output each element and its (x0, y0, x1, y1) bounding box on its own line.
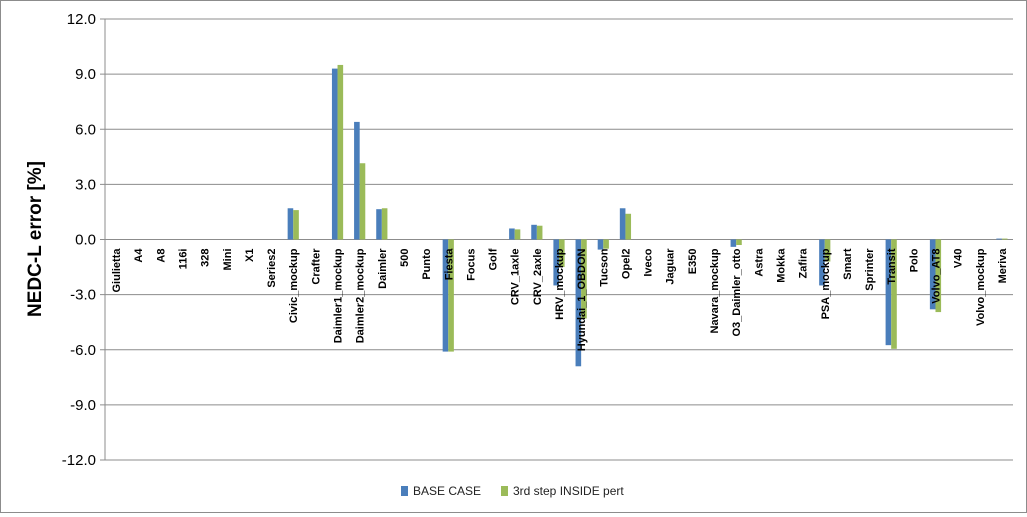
x-tick-label: Series2 (266, 249, 278, 288)
x-tick-label: Daimler1_mockup (333, 248, 345, 343)
x-tick-label: V40 (953, 249, 965, 269)
x-tick-label: Punto (421, 248, 433, 279)
x-tick-label: HRV_mockup (554, 248, 566, 320)
bar-base-case-daimler (376, 209, 382, 240)
bar-base-case-volvo_at8 (929, 239, 936, 310)
x-tick-label: A8 (155, 249, 167, 263)
x-tick-label: Volvo_AT8 (930, 249, 942, 304)
y-tick-label: -12.0 (62, 452, 96, 469)
bar-3rd-step-daimler2_mockup (359, 163, 366, 240)
x-axis-labels: Giulietta A4 A8 116i 328 Mini X1 Series2 Civic_m… (111, 248, 1009, 352)
x-tick-label: Tucson (598, 248, 610, 287)
x-tick-label: A4 (133, 248, 145, 263)
bar-3rd-step-civic_mockup (293, 210, 299, 240)
x-tick-label: Focus (465, 249, 477, 281)
y-tick-label: -3.0 (70, 287, 96, 304)
x-tick-label: Polo (908, 248, 920, 272)
y-tick-label: 12.0 (67, 11, 96, 28)
x-tick-label: CRV_2axle (532, 249, 544, 306)
x-tick-label: Civic_mockup (288, 248, 300, 323)
legend-label: BASE CASE (413, 484, 481, 498)
x-tick-label: Hyundai_1_OBDON (576, 248, 588, 351)
bar-base-case-civic_mockup (287, 208, 294, 240)
x-tick-label: X1 (244, 249, 256, 262)
x-tick-label: Astra (753, 248, 765, 277)
x-tick-label: Daimler (377, 248, 389, 289)
y-tick-label: 6.0 (75, 121, 96, 138)
bar-base-case-transit (885, 239, 892, 346)
bar-base-case-crv_1axle (509, 228, 515, 240)
x-tick-label: 116i (178, 249, 190, 270)
x-tick-label: Fiesta (443, 248, 455, 281)
x-tick-label: Giulietta (111, 248, 123, 293)
x-tick-label: Daimler2_mockup (355, 248, 367, 343)
bars (287, 64, 1008, 367)
x-tick-label: Transit (886, 248, 898, 284)
bar-base-case-o3_daimler_otto (730, 239, 737, 247)
bar-base-case-hyundai_1_obdon (575, 239, 582, 367)
x-tick-label: Meriva (997, 248, 1009, 284)
x-tick-label: Jaguar (665, 248, 677, 285)
bar-base-case-daimler2_mockup (354, 121, 360, 240)
x-tick-label: 500 (399, 249, 411, 267)
bar-3rd-step-daimler1_mockup (337, 64, 344, 240)
x-tick-label: Volvo_mockup (975, 248, 987, 326)
x-tick-label: E350 (687, 249, 699, 275)
bar-base-case-fiesta (442, 239, 449, 352)
x-tick-label: 328 (200, 249, 212, 267)
y-tick-label: 9.0 (75, 66, 96, 83)
y-tick-label: 0.0 (75, 232, 96, 249)
legend-swatch (401, 486, 408, 496)
bar-3rd-step-hyundai_1_obdon (581, 239, 587, 319)
bar-base-case-daimler1_mockup (331, 68, 338, 240)
y-axis-title: NEDC-L error [%] (25, 161, 46, 317)
x-tick-label: Mokka (775, 248, 787, 283)
legend: BASE CASE 3rd step INSIDE pert (401, 484, 624, 498)
bar-base-case-tucson (597, 239, 604, 250)
bar-3rd-step-opel2 (625, 213, 632, 240)
x-tick-label: Crafter (310, 248, 322, 285)
legend-label: 3rd step INSIDE pert (513, 484, 624, 498)
bar-3rd-step-transit (891, 239, 897, 349)
bar-3rd-step-psa_mockup (824, 239, 831, 262)
bar-3rd-step-hrv_mockup (559, 239, 565, 268)
x-tick-label: Iveco (643, 248, 655, 276)
bar-3rd-step-meriva (1001, 238, 1008, 240)
bar-3rd-step-crv_2axle (536, 225, 543, 240)
y-tick-label: -9.0 (70, 397, 96, 414)
bar-base-case-crv_2axle (531, 224, 537, 240)
x-tick-label: CRV_1axle (510, 249, 522, 306)
bar-base-case-psa_mockup (819, 239, 825, 286)
x-tick-label: Zafira (798, 248, 810, 279)
bar-3rd-step-crv_1axle (514, 229, 521, 240)
bar-base-case-hrv_mockup (553, 239, 559, 286)
bar-base-case-opel2 (619, 208, 626, 240)
x-tick-label: Smart (842, 248, 854, 280)
x-tick-label: Mini (222, 249, 234, 271)
x-tick-label: Navara_mockup (709, 248, 721, 333)
x-tick-label: Golf (488, 248, 500, 270)
bar-3rd-step-o3_daimler_otto (736, 239, 742, 246)
x-tick-label: O3_Daimler_otto (731, 248, 743, 336)
legend-swatch (501, 486, 508, 496)
y-tick-label: -6.0 (70, 342, 96, 359)
bar-base-case-meriva (996, 238, 1002, 240)
bar-3rd-step-tucson (603, 239, 609, 249)
bar-3rd-step-daimler (381, 208, 388, 240)
x-tick-label: Opel2 (620, 249, 632, 280)
y-tick-label: 3.0 (75, 176, 96, 193)
y-axis: 12.0 9.0 6.0 3.0 0.0 -3.0 -6.0 -9.0 -12.0 (62, 11, 106, 469)
bar-3rd-step-volvo_at8 (935, 239, 942, 313)
x-tick-label: PSA_mockup (820, 248, 832, 319)
bar-3rd-step-fiesta (448, 239, 454, 352)
x-tick-label: Sprinter (864, 248, 876, 291)
